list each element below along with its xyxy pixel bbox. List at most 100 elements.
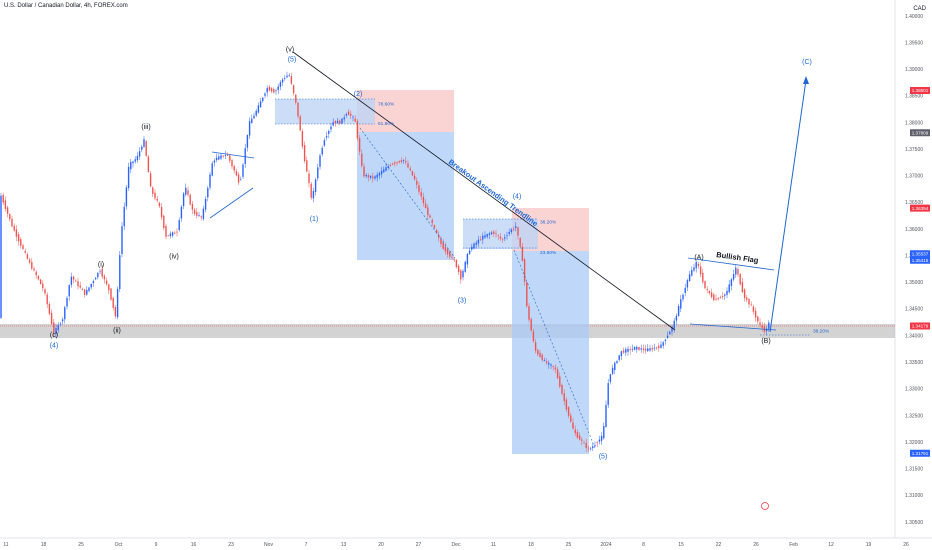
candle-body xyxy=(497,235,499,237)
candle-body xyxy=(314,179,317,192)
candle-body xyxy=(295,94,297,103)
candle-body xyxy=(413,175,416,180)
candle-body xyxy=(622,350,625,353)
projection-arrow-line[interactable] xyxy=(769,79,807,333)
candle-body xyxy=(152,187,154,194)
candle-body xyxy=(636,347,638,350)
time-tick-label: 2024 xyxy=(600,542,611,548)
candle-body xyxy=(662,342,664,346)
candle-body xyxy=(671,326,673,332)
candle-body xyxy=(383,169,385,173)
candle-body xyxy=(618,355,620,360)
candle-body xyxy=(677,306,680,317)
candle-body xyxy=(633,347,636,350)
candle-body xyxy=(103,275,106,280)
time-tick-label: 16 xyxy=(191,542,197,548)
candle-body xyxy=(251,118,253,123)
candle-body xyxy=(435,229,438,234)
flag-upper-line[interactable] xyxy=(687,257,775,271)
time-tick-label: 26 xyxy=(753,542,759,548)
candle-body xyxy=(167,235,169,237)
candle-body xyxy=(20,239,22,246)
candle-body xyxy=(255,110,257,116)
price-tick-label: 1.37500 xyxy=(905,147,923,153)
candle-body xyxy=(94,277,97,280)
candle-body xyxy=(598,439,601,442)
candle-body xyxy=(277,86,279,90)
candle-body xyxy=(101,268,103,277)
candle-body xyxy=(50,312,53,324)
candle-body xyxy=(154,192,156,199)
candle-body xyxy=(215,157,218,161)
event-marker[interactable] xyxy=(761,502,769,510)
candle-body xyxy=(244,148,246,164)
time-tick-label: 7 xyxy=(305,542,308,548)
candle-body xyxy=(147,156,150,173)
candle-body xyxy=(86,289,88,295)
candle-body xyxy=(528,306,530,320)
candle-body xyxy=(17,234,20,242)
candle-body xyxy=(171,232,174,236)
candle-body xyxy=(471,246,473,250)
candle-body xyxy=(156,198,158,201)
candle-body xyxy=(499,236,502,239)
candle-body xyxy=(270,88,273,92)
candle-body xyxy=(286,75,288,78)
candle-body xyxy=(479,239,482,241)
wave-label: (5) xyxy=(599,454,608,461)
channel-line-lower[interactable] xyxy=(209,187,254,219)
price-tag xyxy=(910,449,930,457)
breakout-trendline[interactable] xyxy=(292,51,676,331)
price-axis[interactable]: 1.40000 1.39500 1.39000 1.38500 1.38000 1.375… xyxy=(905,14,930,526)
time-tick-label: 11 xyxy=(3,542,8,548)
candle-body xyxy=(350,113,352,116)
candle-body xyxy=(565,399,568,410)
candle-body xyxy=(719,297,722,299)
candle-body xyxy=(187,190,189,195)
candle-body xyxy=(207,188,209,198)
candle-body xyxy=(193,209,196,214)
price-tick-label: 1.34500 xyxy=(905,307,923,313)
price-tag-label: 1.35537 xyxy=(912,251,929,256)
candle-body xyxy=(517,227,519,236)
time-tick-label: 15 xyxy=(678,542,684,548)
price-tag-label: 1.36394 xyxy=(912,206,929,211)
time-axis[interactable]: 11 18 25 Oct 9 16 23 Nov 7 13 20 27 Dec 11 18 25 2024 8 15… xyxy=(3,542,909,548)
channel-line-upper[interactable] xyxy=(211,151,255,159)
candle-body xyxy=(402,160,405,161)
candle-body xyxy=(68,285,70,297)
candle-body xyxy=(627,348,629,352)
candle-body xyxy=(515,226,517,228)
candle-body xyxy=(279,82,282,87)
candle-body xyxy=(442,242,444,249)
price-tag xyxy=(910,129,930,137)
candle-body xyxy=(70,276,73,285)
price-tag xyxy=(910,256,930,264)
fib-level-label: 61.80% xyxy=(378,121,395,127)
candle-body xyxy=(178,220,180,231)
candle-body xyxy=(543,360,546,361)
candle-body xyxy=(264,93,266,96)
candle-body xyxy=(673,320,675,329)
candle-body xyxy=(323,140,326,146)
candle-body xyxy=(37,276,40,280)
candle-body xyxy=(72,276,75,280)
candle-body xyxy=(334,120,337,124)
candle-body xyxy=(761,325,763,328)
candle-body xyxy=(9,214,11,220)
candle-body xyxy=(4,200,7,209)
candle-body xyxy=(372,176,374,179)
candle-body xyxy=(308,173,310,184)
flag-lower-line[interactable] xyxy=(689,323,777,331)
candle-body xyxy=(706,289,708,290)
time-tick-label: 25 xyxy=(566,542,572,548)
candle-body xyxy=(675,315,678,321)
candle-body xyxy=(545,361,548,364)
wave-label: (4) xyxy=(513,194,522,201)
candle-body xyxy=(669,331,671,335)
candle-body xyxy=(361,153,363,167)
candle-body xyxy=(218,156,220,160)
candle-body xyxy=(576,432,579,438)
candle-body xyxy=(273,89,275,93)
